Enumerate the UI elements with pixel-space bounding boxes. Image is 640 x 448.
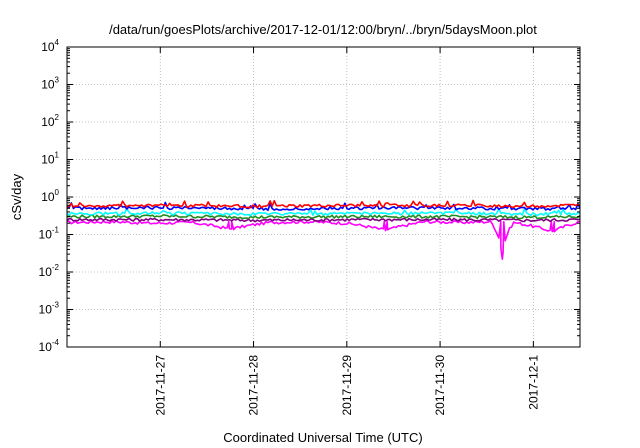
ticks: 10-4 10-3 10-2 10-1 100 101 102 103 104 2017-11-2… — [39, 38, 580, 416]
x-tick-label: 2017-11-28 — [247, 355, 261, 416]
series-line-6 — [66, 199, 581, 209]
x-axis-label: Coordinated Universal Time (UTC) — [223, 430, 422, 445]
y-tick-label: 103 — [41, 76, 59, 92]
y-tick-label: 10-1 — [39, 226, 60, 242]
series-line-3 — [66, 214, 581, 220]
x-tick-label: 2017-11-30 — [433, 355, 447, 416]
y-tick-label: 104 — [41, 38, 59, 54]
x-tick-label: 2017-12-1 — [526, 355, 540, 410]
y-tick-label: 10-2 — [39, 263, 60, 279]
chart-title: /data/run/goesPlots/archive/2017-12-01/1… — [109, 22, 537, 37]
x-tick-label: 2017-11-29 — [340, 355, 354, 416]
series-line-2 — [66, 217, 581, 223]
y-axis-label: cSv/day — [9, 173, 24, 220]
y-tick-label: 10-3 — [39, 301, 60, 317]
series-line-4 — [66, 207, 581, 217]
y-tick-label: 101 — [41, 151, 59, 167]
y-tick-label: 100 — [41, 188, 59, 204]
plot-frame — [66, 46, 581, 348]
grid — [67, 47, 580, 347]
y-tick-label: 10-4 — [39, 338, 60, 354]
series-line-1 — [66, 219, 581, 260]
x-tick-label: 2017-11-27 — [153, 355, 167, 416]
series-layer — [66, 199, 581, 260]
series-line-5 — [66, 201, 581, 212]
y-tick-label: 102 — [41, 113, 59, 129]
